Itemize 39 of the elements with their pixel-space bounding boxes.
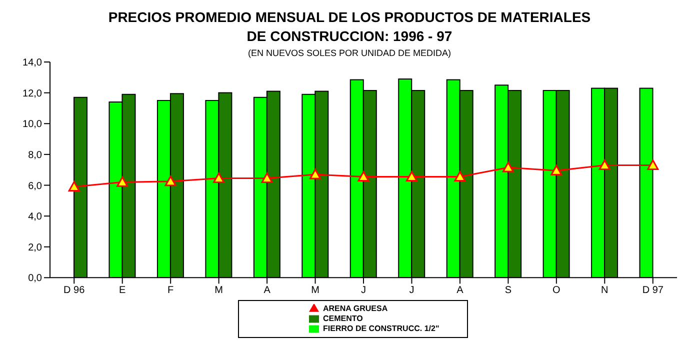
x-tick-label: N [601, 284, 608, 296]
x-tick-label: D 96 [64, 284, 86, 296]
x-tick-label: M [214, 284, 223, 296]
point [116, 176, 128, 187]
y-tick-label: 6,0 [28, 180, 42, 192]
x-tick-label: J [409, 284, 414, 296]
x-tick-label: F [168, 284, 174, 296]
legend-label: ARENA GRUESA [323, 304, 388, 313]
y-tick-label: 10,0 [22, 119, 42, 130]
point [261, 172, 273, 184]
x-tick-label: J [361, 284, 366, 296]
y-tick-label: 14,0 [22, 58, 42, 69]
x-tick-label: D 97 [642, 284, 664, 296]
point [550, 164, 562, 176]
point [502, 162, 514, 172]
y-tick-label: 0,0 [28, 273, 42, 284]
x-tick-label: E [119, 284, 126, 296]
y-tick-label: 4,0 [28, 212, 42, 223]
x-tick-label: O [552, 284, 561, 296]
x-tick-label: A [264, 284, 271, 296]
chart-title: PRECIOS PROMEDIO MENSUAL DE LOS PRODUCTOS DE MATERIALES DE CONSTRUCCION: 1996 - 97 [107, 8, 592, 46]
x-tick-label: A [456, 284, 464, 296]
point [213, 172, 225, 184]
y-tick-label: 12,0 [22, 88, 42, 100]
y-tick-label: 8,0 [28, 150, 42, 161]
point [164, 176, 176, 186]
point [406, 171, 418, 182]
point [454, 171, 466, 182]
x-tick-label: M [311, 284, 320, 296]
point [310, 168, 322, 180]
point [598, 159, 610, 170]
y-tick-label: 2,0 [28, 242, 42, 254]
chart-subtitle: (EN NUEVOS SOLES POR UNIDAD DE MEDIDA) [246, 48, 452, 58]
point [68, 181, 80, 192]
x-tick-label: S [504, 284, 512, 296]
point [358, 171, 370, 182]
legend-label: CEMENTO [323, 314, 363, 323]
point [647, 159, 659, 170]
legend-label: FIERRO DE CONSTRUCC. 1/2" [323, 324, 440, 333]
